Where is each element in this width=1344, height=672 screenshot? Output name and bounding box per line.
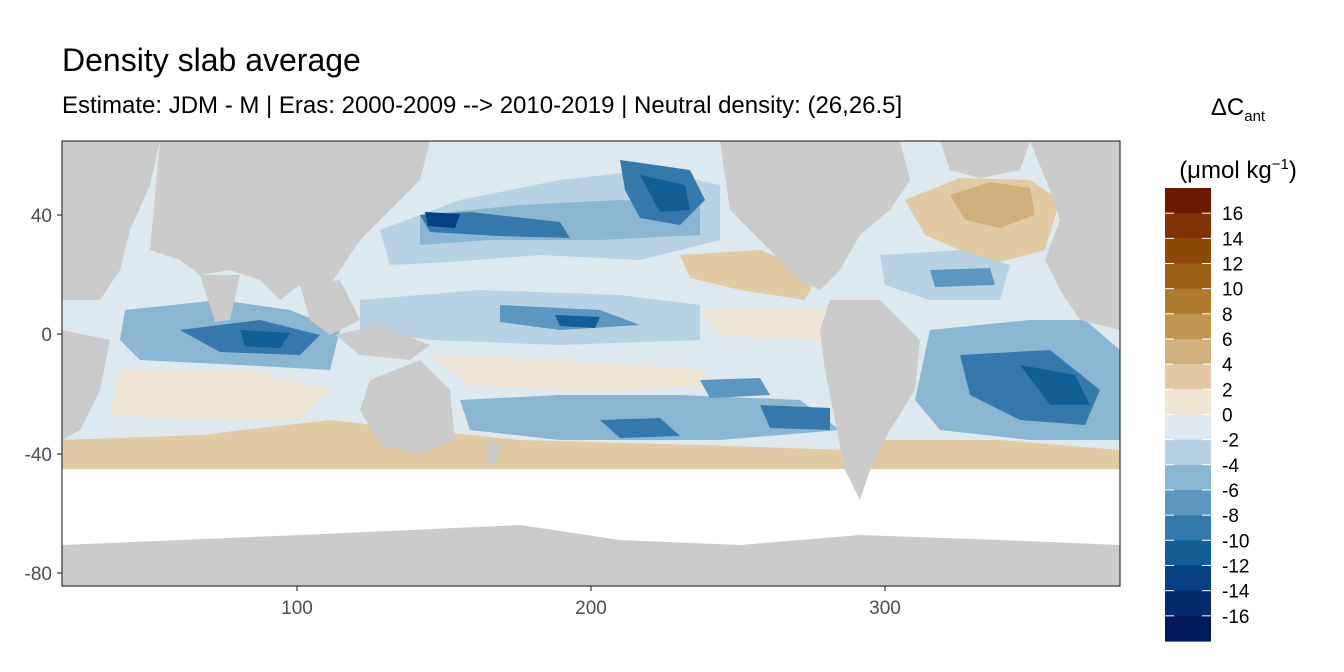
- y-axis: 40 0 -40 -80: [25, 206, 62, 585]
- colorbar-label: 10: [1222, 280, 1243, 301]
- land-indonesia: [335, 325, 430, 360]
- tropical-pacific-positive: [430, 355, 720, 392]
- colorbar-label: -2: [1222, 431, 1239, 452]
- y-tick-label-minus80: -80: [25, 564, 52, 585]
- colorbar-swatch: [1165, 540, 1211, 567]
- colorbar-label: -14: [1222, 582, 1250, 603]
- south-pacific-dark: [600, 418, 680, 438]
- colorbar-swatch: [1165, 339, 1211, 365]
- land-se-asia: [300, 280, 360, 335]
- land-europe-africa-west: [1030, 141, 1120, 330]
- y-tick-label-minus40: -40: [25, 445, 52, 466]
- land-eurasia: [150, 141, 430, 300]
- colorbar-label: 16: [1222, 204, 1243, 225]
- colorbar-swatch: [1165, 188, 1211, 214]
- land-masses: [62, 141, 1120, 586]
- legend-unit-sup: −1: [1271, 155, 1289, 173]
- land-south-america: [820, 300, 920, 500]
- land-greenland: [940, 141, 1030, 178]
- north-atlantic-core: [950, 182, 1035, 228]
- colorbar-swatch: [1165, 464, 1211, 491]
- legend-unit: (μmol kg−1): [1150, 141, 1326, 195]
- colorbar-label: 8: [1222, 305, 1233, 326]
- x-tick-label-100: 100: [281, 598, 313, 619]
- map-subtitle: Estimate: JDM - M | Eras: 2000-2009 --> …: [62, 92, 903, 119]
- legend-variable-sub: ant: [1244, 107, 1266, 125]
- negative-anomaly-zones: [120, 160, 1120, 440]
- equatorial-pacific-core: [555, 315, 600, 328]
- land-new-zealand: [485, 440, 500, 465]
- x-tick-label-200: 200: [575, 598, 607, 619]
- legend-title: ΔCant (μmol kg−1): [1150, 84, 1326, 195]
- positive-anomaly-zones: [62, 178, 1120, 471]
- legend-unit-close: ): [1288, 156, 1297, 184]
- map-title: Density slab average: [62, 42, 361, 78]
- legend-labels: 16 14 12 10 8 6 4 2 0 -2 -4 -6 -8 -10 -12 -14 -16: [1165, 204, 1250, 628]
- colorbar-swatch: [1165, 288, 1211, 315]
- south-pacific-east-dark: [760, 405, 830, 430]
- southern-band-positive: [62, 420, 845, 471]
- map-layers: [62, 141, 1120, 586]
- y-tick-label-0: 0: [41, 325, 52, 346]
- legend-colorbar: [1165, 188, 1211, 642]
- legend-variable-main: ΔC: [1210, 94, 1245, 121]
- colorbar-label: -8: [1222, 506, 1239, 527]
- colorbar-label: 14: [1222, 229, 1244, 250]
- colorbar-label: -10: [1222, 531, 1249, 552]
- colorbar-label: 6: [1222, 330, 1233, 351]
- colorbar-swatch: [1165, 565, 1211, 592]
- x-tick-label-300: 300: [869, 598, 901, 619]
- y-tick-label-40: 40: [31, 206, 52, 227]
- colorbar-swatch: [1165, 515, 1211, 541]
- x-axis: 100 200 300: [281, 586, 901, 619]
- pacific-east-light: [700, 310, 830, 340]
- colorbar-label: 2: [1222, 380, 1233, 401]
- south-atlantic-positive: [870, 440, 1120, 471]
- indian-west-positive: [110, 370, 330, 420]
- land-north-america: [720, 141, 910, 290]
- south-pacific-blue: [460, 395, 840, 440]
- colorbar-swatch: [1165, 414, 1211, 441]
- colorbar-swatch: [1165, 364, 1211, 390]
- colorbar-swatch: [1165, 439, 1211, 466]
- colorbar-swatch: [1165, 238, 1211, 265]
- gulf-alaska-core: [640, 175, 690, 212]
- colorbar-label: 4: [1222, 355, 1233, 376]
- colorbar-label: -6: [1222, 481, 1239, 502]
- colorbar-label: 0: [1222, 406, 1233, 427]
- land-africa-east: [62, 141, 160, 300]
- map-panel: [61, 140, 1121, 587]
- kuroshio-core: [425, 212, 460, 228]
- tropical-atlantic-dark: [930, 268, 995, 287]
- colorbar-swatch: [1165, 213, 1211, 239]
- colorbar-label: -4: [1222, 456, 1239, 477]
- colorbar-swatch: [1165, 590, 1211, 617]
- indian-ocean-core: [240, 330, 290, 348]
- south-atlantic-core: [1020, 365, 1090, 405]
- colorbar-swatch: [1165, 490, 1211, 516]
- south-pacific-mid-dark: [700, 378, 770, 398]
- colorbar-label: -16: [1222, 607, 1249, 628]
- colorbar-swatch: [1165, 263, 1211, 290]
- land-africa-south: [62, 330, 110, 440]
- land-australia: [360, 360, 455, 455]
- south-atlantic-dark: [960, 350, 1100, 425]
- legend-unit-open: (μmol kg: [1179, 156, 1272, 184]
- land-india: [200, 275, 240, 322]
- colorbar-label: -12: [1222, 557, 1249, 578]
- colorbar-swatch: [1165, 313, 1211, 340]
- land-antarctica: [62, 525, 1120, 586]
- legend-variable: ΔCant: [1150, 84, 1326, 141]
- colorbar-swatch: [1165, 615, 1211, 642]
- colorbar-label: 12: [1222, 255, 1243, 276]
- colorbar-swatch: [1165, 389, 1211, 416]
